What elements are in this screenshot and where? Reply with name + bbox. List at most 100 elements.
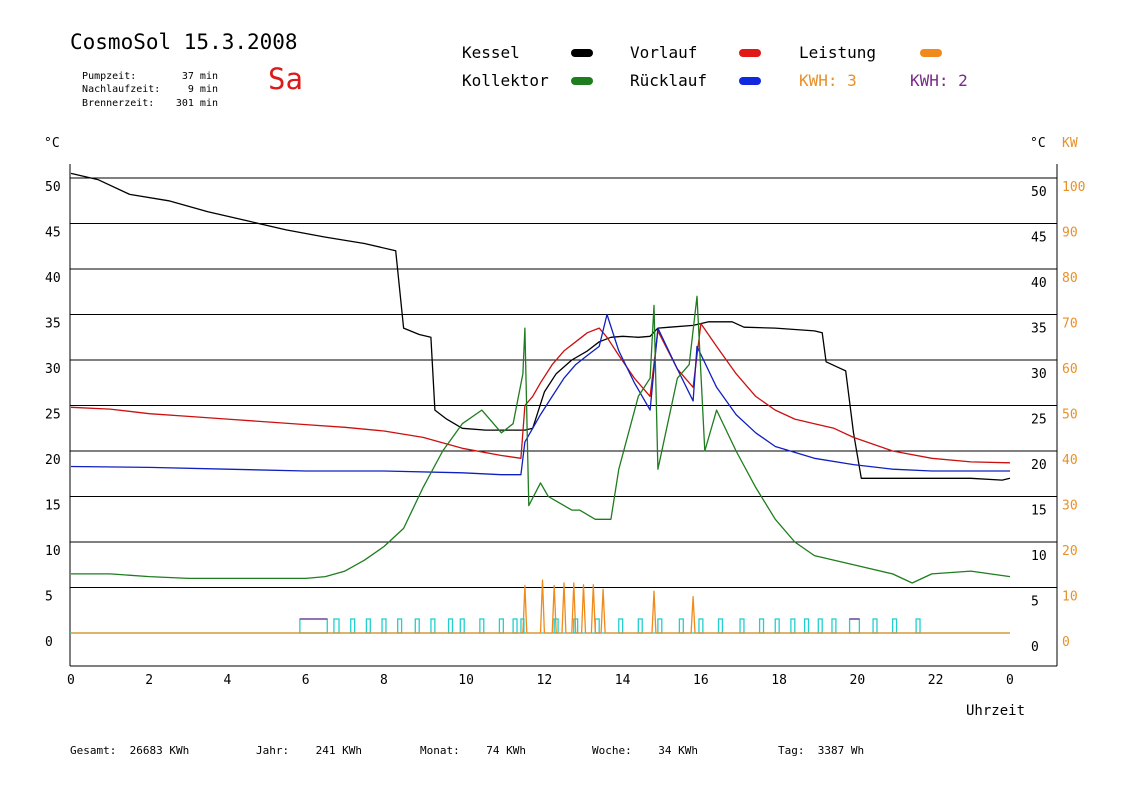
burner-marker (498, 618, 504, 634)
footer-label: Jahr: (256, 744, 290, 757)
legend-kollektor-swatch (571, 77, 593, 85)
burner-marker (657, 618, 663, 634)
legend-ruecklauf: Rücklauf (630, 71, 708, 90)
stat-pumpzeit: Pumpzeit: 37 min (70, 59, 218, 83)
burner-marker (447, 618, 454, 634)
y-tick-label: 15 (45, 499, 61, 514)
burner-marker (831, 618, 837, 634)
y-tick-label: 35 (45, 317, 61, 332)
y-tick-label-right: 10 (1031, 549, 1047, 564)
series-lines (70, 172, 1011, 634)
chart-title: CosmoSol 15.3.2008 (70, 30, 298, 54)
y-axis-right-unit: °C (1030, 136, 1046, 151)
weekday-label: Sa (268, 62, 303, 96)
footer-monat: Monat: 74 KWh (420, 744, 526, 757)
series-leistung (71, 579, 1010, 634)
burner-marker (479, 618, 485, 634)
burner-marker (790, 618, 796, 634)
y-tick-label: 5 (45, 590, 53, 605)
legend-leistung-swatch (920, 49, 942, 57)
legend-kollektor: Kollektor (462, 71, 549, 90)
y-tick-label-kw: 60 (1062, 362, 1078, 377)
y-tick-label: 45 (45, 226, 61, 241)
stat-value: 37 min (181, 71, 218, 82)
burner-marker (618, 618, 624, 634)
x-tick-label: 18 (771, 673, 787, 688)
y-tick-label-kw: 0 (1062, 635, 1070, 650)
y-tick-label-kw: 20 (1062, 544, 1078, 559)
y-tick-label-right: 40 (1031, 276, 1047, 291)
x-tick-label: 22 (928, 673, 944, 688)
burner-marker (637, 618, 643, 634)
y-tick-label: 50 (45, 180, 61, 195)
y-tick-label-kw: 70 (1062, 317, 1078, 332)
x-tick-label: 10 (458, 673, 474, 688)
y-tick-label: 0 (45, 635, 53, 650)
footer-value: 3387 Wh (817, 744, 865, 757)
y-tick-label: 25 (45, 408, 61, 423)
x-tick-label: 14 (615, 673, 631, 688)
x-tick-label: 4 (224, 673, 232, 688)
y-tick-label-right: 25 (1031, 413, 1047, 428)
burner-marker (848, 618, 861, 634)
y-tick-label-kw: 10 (1062, 590, 1078, 605)
burner-marker (397, 618, 403, 634)
burner-marker (678, 618, 684, 634)
legend-kwh-1: KWH: 3 (799, 71, 857, 90)
stat-label: Nachlaufzeit: (82, 84, 161, 95)
footer-tag: Tag: 3387 Wh (778, 744, 864, 757)
x-tick-label: 6 (302, 673, 310, 688)
legend-ruecklauf-swatch (739, 77, 761, 85)
stat-value: 9 min (187, 84, 218, 95)
x-tick-label: 12 (537, 673, 553, 688)
legend-kessel: Kessel (462, 43, 520, 62)
stat-nachlaufzeit: Nachlaufzeit: 9 min (70, 72, 218, 96)
burner-marker (891, 618, 898, 634)
y-tick-label-kw: 100 (1062, 180, 1085, 195)
x-tick-label: 16 (693, 673, 709, 688)
burner-marker (459, 618, 465, 634)
y-tick-label-right: 5 (1031, 595, 1039, 610)
stat-label: Pumpzeit: (82, 71, 137, 82)
y-tick-label: 30 (45, 362, 61, 377)
y-tick-label-kw: 90 (1062, 226, 1078, 241)
footer-label: Monat: (420, 744, 460, 757)
burner-marker (872, 618, 878, 634)
burner-marker (774, 618, 780, 634)
footer-label: Tag: (778, 744, 805, 757)
burner-marker (817, 618, 823, 634)
y-tick-label-right: 15 (1031, 504, 1047, 519)
series-vorlauf (70, 322, 1011, 464)
burner-marker (365, 618, 371, 634)
burner-marker (698, 618, 704, 634)
y-axis-left-unit: °C (44, 136, 60, 151)
footer-gesamt: Gesamt: 26683 KWh (70, 744, 189, 757)
y-tick-label: 40 (45, 271, 61, 286)
burner-marker (915, 618, 921, 634)
y-tick-label-right: 45 (1031, 231, 1047, 246)
burner-marker (803, 618, 810, 634)
burner-marker (758, 618, 765, 634)
y-tick-label-kw: 40 (1062, 453, 1078, 468)
x-tick-label: 0 (67, 673, 75, 688)
footer-value: 241 KWh (315, 744, 362, 757)
y-tick-label-kw: 80 (1062, 271, 1078, 286)
stat-value: 301 min (175, 98, 218, 109)
x-axis-label: Uhrzeit (966, 703, 1025, 719)
burner-marker (739, 618, 745, 634)
series-kessel (70, 172, 1011, 481)
x-tick-label: 0 (1006, 673, 1014, 688)
footer-label: Gesamt: (70, 744, 117, 757)
y-tick-label-right: 35 (1031, 322, 1047, 337)
burner-marker (414, 618, 420, 634)
legend-leistung: Leistung (799, 43, 877, 62)
burner-marker (350, 618, 356, 634)
x-tick-label: 2 (145, 673, 153, 688)
legend-vorlauf-swatch (739, 49, 761, 57)
footer-woche: Woche: 34 KWh (592, 744, 698, 757)
burner-marker (512, 618, 518, 634)
stat-brennerzeit: Brennerzeit: 301 min (70, 86, 218, 110)
stat-label: Brennerzeit: (82, 98, 155, 109)
